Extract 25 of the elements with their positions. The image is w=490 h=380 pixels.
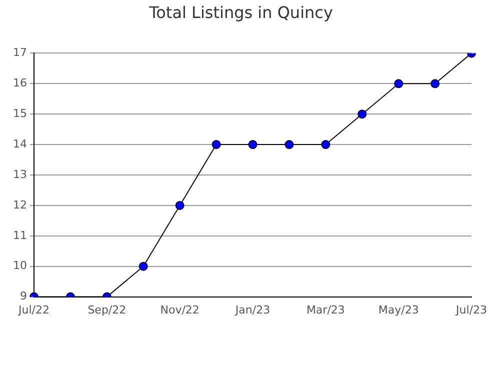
x-tick-label: Sep/22 <box>88 303 126 316</box>
point <box>248 140 258 150</box>
chart-title: Total Listings in Quincy <box>148 2 333 22</box>
x-tick-label: Jul/22 <box>18 303 50 316</box>
y-tick-label: 16 <box>12 76 27 90</box>
x-tick-label: Nov/22 <box>160 303 200 316</box>
point <box>394 79 404 88</box>
y-tick-label: 12 <box>12 198 27 212</box>
y-tick-label: 9 <box>20 290 27 303</box>
x-tick-label: Jul/23 <box>455 303 488 316</box>
x-tick-label: Mar/23 <box>306 303 345 316</box>
point <box>321 140 330 150</box>
point <box>358 110 367 119</box>
y-tick-label: 15 <box>12 106 27 120</box>
point <box>175 200 184 210</box>
point <box>284 140 294 150</box>
y-tick-label: 11 <box>12 228 27 242</box>
point <box>430 79 440 88</box>
y-tick-label: 17 <box>12 46 27 60</box>
x-tick-label: Jan/23 <box>234 303 270 316</box>
point <box>212 140 221 150</box>
y-tick-label: 10 <box>12 259 27 272</box>
x-tick-label: May/23 <box>378 303 419 316</box>
y-tick-label: 14 <box>12 137 27 150</box>
y-tick-label: 13 <box>12 168 27 181</box>
